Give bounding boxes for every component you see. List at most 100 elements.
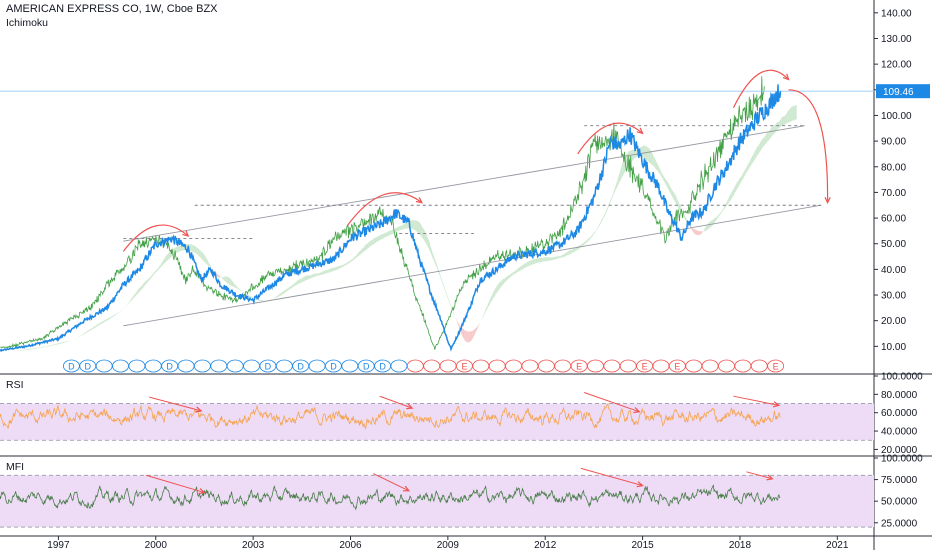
ichimoku-cloud <box>64 342 65 343</box>
ichimoku-cloud <box>37 348 38 349</box>
ichimoku-cloud <box>130 300 131 302</box>
ichimoku-cloud <box>512 273 513 276</box>
ichimoku-cloud <box>402 225 403 230</box>
ichimoku-cloud <box>678 201 679 209</box>
ichimoku-cloud <box>696 230 697 235</box>
ichimoku-cloud <box>251 297 252 299</box>
ichimoku-cloud <box>502 280 503 287</box>
ichimoku-cloud <box>145 281 146 285</box>
ichimoku-cloud <box>500 282 501 289</box>
ichimoku-cloud <box>601 219 602 223</box>
ichimoku-cloud <box>528 261 529 266</box>
price-axis-label: 30.00 <box>881 291 906 302</box>
ichimoku-cloud <box>502 279 503 285</box>
ichimoku-cloud <box>202 252 203 260</box>
price-axis-label: 40.00 <box>881 265 906 276</box>
ichimoku-cloud <box>55 344 56 345</box>
ichimoku-cloud <box>722 210 723 212</box>
ichimoku-cloud <box>515 270 516 273</box>
ichimoku-cloud <box>684 215 685 220</box>
ichimoku-cloud <box>536 259 537 264</box>
ichimoku-cloud <box>719 213 720 216</box>
lagging-span-line <box>0 76 764 349</box>
ichimoku-cloud <box>752 155 753 163</box>
ichimoku-cloud <box>357 254 358 258</box>
ichimoku-cloud <box>201 251 202 259</box>
ichimoku-cloud <box>391 230 392 234</box>
ichimoku-cloud <box>522 265 523 269</box>
ichimoku-cloud <box>444 286 445 290</box>
ichimoku-cloud <box>49 346 50 347</box>
ichimoku-cloud <box>281 293 282 296</box>
ichimoku-cloud <box>780 120 781 128</box>
ichimoku-cloud <box>389 231 390 236</box>
ichimoku-cloud <box>673 191 674 199</box>
ichimoku-cloud <box>345 264 346 266</box>
ichimoku-cloud <box>568 251 569 255</box>
ichimoku-cloud <box>362 248 363 253</box>
ichimoku-cloud <box>393 229 394 233</box>
ichimoku-cloud <box>422 226 423 238</box>
ichimoku-cloud <box>771 128 772 138</box>
ichimoku-cloud <box>727 200 728 205</box>
ichimoku-cloud <box>787 112 788 123</box>
ichimoku-cloud <box>313 274 314 277</box>
ichimoku-cloud <box>168 253 169 260</box>
ichimoku-cloud <box>102 321 103 323</box>
ichimoku-cloud <box>685 216 686 221</box>
ichimoku-cloud <box>525 263 526 268</box>
ichimoku-cloud <box>352 259 353 261</box>
ichimoku-cloud <box>68 341 69 342</box>
ichimoku-cloud <box>293 284 294 287</box>
ichimoku-cloud <box>93 327 94 329</box>
ichimoku-cloud <box>511 273 512 276</box>
ichimoku-cloud <box>147 279 148 282</box>
ichimoku-cloud <box>358 252 359 256</box>
ichimoku-cloud <box>165 257 166 263</box>
ichimoku-cloud <box>352 259 353 261</box>
ichimoku-cloud <box>671 187 672 195</box>
ichimoku-cloud <box>63 342 64 343</box>
dividend-marker-label: D <box>363 362 370 372</box>
ichimoku-cloud <box>757 146 758 155</box>
ichimoku-cloud <box>50 345 51 346</box>
ichimoku-cloud <box>226 276 227 282</box>
ichimoku-cloud <box>436 262 437 267</box>
ichimoku-cloud <box>95 325 96 327</box>
ichimoku-cloud <box>118 312 119 313</box>
ichimoku-cloud <box>386 233 387 237</box>
ichimoku-cloud <box>575 248 576 252</box>
ichimoku-cloud <box>600 223 601 226</box>
ichimoku-cloud <box>366 244 367 250</box>
ichimoku-cloud <box>497 284 498 292</box>
ichimoku-cloud <box>774 125 775 133</box>
ichimoku-cloud <box>671 189 672 197</box>
ichimoku-cloud <box>303 277 304 282</box>
ichimoku-cloud <box>572 249 573 253</box>
ichimoku-cloud <box>414 220 415 230</box>
ichimoku-cloud <box>242 291 243 292</box>
ichimoku-cloud <box>735 185 736 193</box>
ichimoku-cloud <box>37 348 38 349</box>
ichimoku-cloud <box>684 214 685 219</box>
ichimoku-cloud <box>717 216 718 219</box>
ichimoku-cloud <box>737 182 738 190</box>
ichimoku-cloud <box>696 230 697 235</box>
ichimoku-cloud <box>561 255 562 257</box>
ichimoku-cloud <box>784 115 785 125</box>
ichimoku-cloud <box>779 121 780 128</box>
ichimoku-cloud <box>673 192 674 200</box>
ichimoku-cloud <box>163 260 164 265</box>
ichimoku-cloud <box>289 287 290 290</box>
ichimoku-cloud <box>692 228 693 231</box>
ichimoku-cloud <box>674 193 675 202</box>
ichimoku-cloud <box>715 218 716 222</box>
ichimoku-cloud <box>583 243 584 246</box>
ichimoku-cloud <box>545 257 546 261</box>
ichimoku-cloud <box>304 276 305 281</box>
ichimoku-cloud <box>643 145 644 158</box>
ichimoku-cloud <box>588 238 589 241</box>
ichimoku-cloud <box>88 330 89 332</box>
ichimoku-cloud <box>28 349 29 350</box>
ichimoku-cloud <box>523 265 524 270</box>
